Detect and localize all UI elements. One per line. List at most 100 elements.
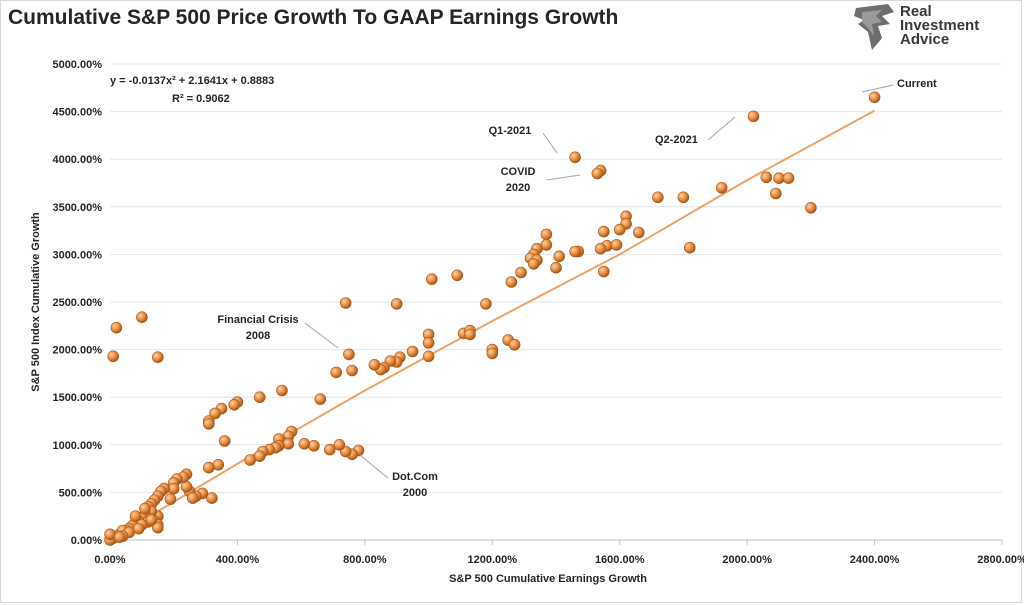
annotation-label: 2020 [506, 182, 530, 194]
annotation-label: Dot.Com [392, 471, 438, 483]
data-point [515, 266, 527, 279]
data-point [113, 531, 126, 543]
annotation-leader [546, 174, 581, 181]
data-point [632, 226, 645, 239]
data-point [276, 384, 288, 397]
annotation-leader [304, 322, 339, 349]
data-point [390, 298, 403, 310]
data-point [805, 202, 817, 214]
data-point [508, 338, 521, 351]
logo-line-2: Investment [900, 17, 980, 34]
logo-line-1: Real [900, 3, 932, 20]
page-title: Cumulative S&P 500 Price Growth To GAAP … [8, 6, 619, 29]
y-tick-label: 500.00% [59, 487, 103, 499]
data-point [314, 393, 327, 405]
data-point [139, 502, 151, 515]
data-point [597, 265, 610, 278]
data-point [652, 191, 664, 204]
y-tick-label: 4000.00% [52, 154, 102, 166]
data-point [187, 492, 199, 504]
data-point [145, 514, 158, 526]
logo-text: Real Investment Advice [900, 3, 980, 48]
x-tick-label: 2400.00% [850, 554, 900, 566]
data-point [110, 321, 123, 334]
data-point [480, 298, 492, 310]
y-tick-label: 2500.00% [52, 297, 102, 309]
x-tick-label: 2000.00% [722, 554, 772, 566]
gridlines [110, 63, 1002, 541]
y-tick-label: 0.00% [71, 535, 102, 547]
data-point [346, 364, 358, 377]
annotation-label: 2008 [246, 330, 270, 342]
x-tick-label: 0.00% [94, 554, 125, 566]
eagle-logo-icon [854, 4, 894, 50]
y-tick-label: 2000.00% [52, 345, 102, 357]
data-point [406, 345, 419, 358]
data-point [569, 245, 581, 258]
data-point [597, 225, 610, 238]
data-point [339, 297, 352, 309]
x-tick-label: 1200.00% [468, 554, 518, 566]
data-point [228, 398, 240, 411]
x-tick-label: 2800.00% [977, 554, 1024, 566]
data-point [683, 241, 696, 254]
data-point [206, 492, 218, 504]
data-point [591, 167, 604, 180]
data-point [464, 328, 476, 341]
data-point [677, 191, 690, 204]
data-point [136, 311, 148, 324]
annotation-label: 2000 [403, 487, 427, 499]
data-point [782, 172, 795, 184]
data-points [104, 91, 881, 546]
data-point [594, 242, 607, 255]
data-point [527, 258, 540, 270]
data-point [613, 223, 626, 236]
annotation-label: Q1-2021 [489, 125, 532, 137]
data-point [203, 461, 215, 474]
y-axis-title: S&P 500 Index Cumulative Growth [30, 212, 42, 392]
data-point [368, 358, 381, 371]
data-point [333, 438, 346, 451]
data-point [244, 454, 256, 466]
data-point [715, 182, 728, 194]
y-tick-label: 1500.00% [52, 392, 102, 404]
equation-text: y = -0.0137x² + 2.1641x + 0.8883 [110, 75, 274, 87]
x-tick-label: 1600.00% [595, 554, 645, 566]
data-point [868, 91, 881, 104]
y-tick-label: 4500.00% [52, 107, 102, 119]
data-point [747, 110, 760, 123]
y-tick-label: 3000.00% [52, 249, 102, 261]
annotation-label: COVID [501, 166, 536, 178]
trendline-path [109, 109, 876, 541]
trendline-equation: y = -0.0137x² + 2.1641x + 0.8883 R² = 0.… [110, 75, 274, 105]
data-point [152, 351, 164, 364]
logo: Real Investment Advice [852, 2, 1017, 52]
x-tick-label: 800.00% [343, 554, 387, 566]
data-point [553, 250, 566, 263]
data-point [164, 493, 177, 505]
data-point [203, 418, 215, 430]
x-axis-title: S&P 500 Cumulative Earnings Growth [449, 573, 647, 585]
data-point [760, 171, 773, 184]
annotation-label: Current [897, 78, 937, 90]
x-tick-label: 400.00% [216, 554, 260, 566]
data-point [550, 261, 562, 274]
annotation-leader [861, 84, 894, 93]
data-point [343, 348, 355, 361]
data-point [569, 151, 581, 164]
data-point [323, 443, 336, 456]
data-point [425, 273, 438, 286]
logo-line-3: Advice [900, 31, 950, 48]
data-point [330, 366, 343, 379]
annotation-label: Q2-2021 [655, 134, 698, 146]
data-point [282, 437, 295, 450]
trendline [109, 109, 876, 541]
data-point [451, 269, 464, 282]
annotation-leader [707, 116, 736, 141]
data-point [308, 439, 320, 452]
data-point [107, 350, 119, 363]
r-squared-text: R² = 0.9062 [172, 93, 230, 105]
data-point [209, 407, 221, 420]
y-tick-label: 3500.00% [52, 202, 102, 214]
